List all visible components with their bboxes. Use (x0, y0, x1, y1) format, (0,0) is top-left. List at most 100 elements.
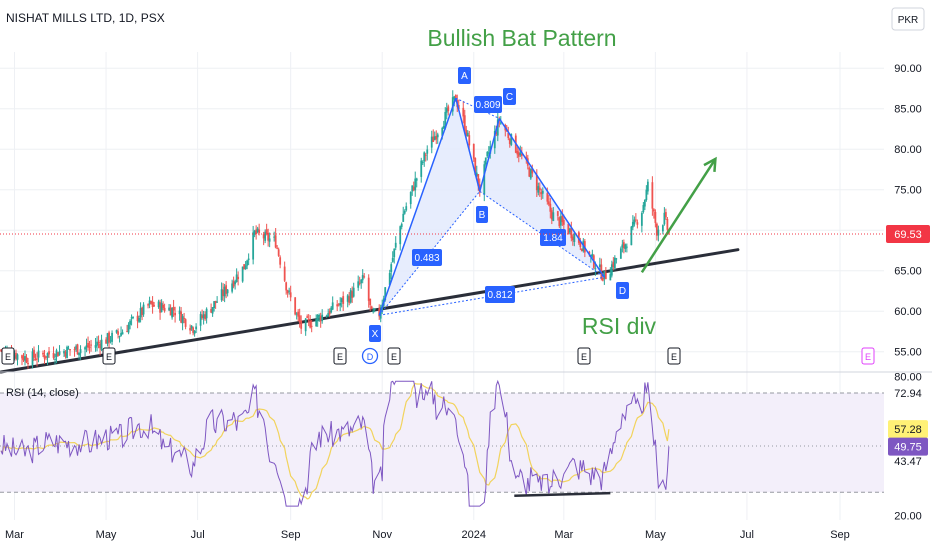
candle (222, 283, 225, 301)
candle (199, 311, 202, 332)
rsi-divergence-line[interactable] (514, 491, 611, 497)
ratio-label-xa-ab[interactable]: 0.809 (474, 96, 502, 113)
candle (79, 345, 82, 360)
candle (508, 137, 511, 148)
candle (358, 276, 361, 286)
earnings-marker-2[interactable]: E (102, 347, 116, 365)
ratio-line-xb[interactable] (378, 191, 481, 316)
earnings-marker-4[interactable]: E (387, 347, 401, 365)
svg-text:E: E (5, 352, 11, 362)
rsi-pane (0, 379, 884, 507)
ratio-label-xb[interactable]: 0.483 (412, 249, 442, 266)
rsi-axis[interactable]: 20.00 43.47 80.00 72.94 57.28 49.75 (888, 372, 928, 523)
currency-button[interactable]: PKR (891, 7, 925, 31)
candle (571, 234, 574, 246)
candle (486, 150, 489, 159)
candle (561, 209, 564, 226)
candle (537, 182, 540, 196)
point-label-a[interactable]: A (458, 67, 471, 84)
point-label-c[interactable]: C (503, 88, 516, 105)
candle (285, 281, 288, 295)
arrow-shaft[interactable] (640, 158, 717, 274)
candle (609, 267, 612, 281)
candle (661, 224, 664, 235)
leg-cd[interactable] (498, 118, 605, 278)
candle (538, 182, 541, 197)
ratio-line-bd[interactable] (479, 190, 605, 278)
candle (84, 346, 86, 357)
candle (118, 335, 121, 343)
candle (409, 191, 412, 209)
candle (351, 286, 354, 303)
candle (106, 332, 109, 347)
earnings-marker-upcoming[interactable]: E (861, 347, 875, 365)
point-label-b[interactable]: B (476, 206, 488, 223)
candle (138, 315, 140, 324)
candle (181, 313, 184, 331)
point-label-d[interactable]: D (616, 282, 629, 299)
projection-arrow[interactable] (640, 156, 717, 274)
svg-text:D: D (619, 286, 626, 297)
candle (325, 314, 328, 318)
candle (654, 209, 657, 228)
candle (447, 104, 450, 116)
candle (267, 228, 270, 247)
dividend-marker[interactable]: D (361, 347, 379, 365)
candle (361, 269, 364, 284)
svg-text:X: X (372, 329, 379, 340)
candle (142, 302, 145, 317)
candle (645, 185, 648, 202)
currency-label: PKR (898, 15, 919, 26)
candle (190, 325, 193, 331)
leg-bc[interactable] (479, 118, 501, 192)
svg-text:E: E (671, 352, 677, 362)
candle (289, 285, 292, 302)
candle (268, 232, 271, 248)
candle (646, 179, 649, 195)
candle (421, 160, 424, 166)
ratio-label-xd[interactable]: 0.812 (485, 286, 515, 303)
candle (651, 176, 654, 216)
candle (462, 101, 465, 124)
earnings-marker-3[interactable]: E (333, 347, 347, 365)
candle (66, 345, 68, 359)
svg-text:E: E (391, 352, 397, 362)
candle (195, 323, 198, 334)
candle (336, 300, 339, 312)
time-axis[interactable]: Mar May Jul Sep Nov 2024 Mar May Jul Sep (5, 529, 850, 541)
candle (69, 349, 71, 356)
earnings-marker-1[interactable]: E (1, 347, 15, 365)
arrow-head[interactable] (703, 156, 717, 172)
earnings-marker-5[interactable]: E (577, 347, 591, 365)
svg-text:E: E (106, 352, 112, 362)
earnings-marker-6[interactable]: E (667, 347, 681, 365)
candle (304, 317, 307, 336)
candle (415, 177, 418, 188)
candle (160, 299, 163, 313)
candle (211, 307, 214, 317)
candle (45, 356, 47, 361)
leg-xa[interactable] (378, 97, 457, 316)
svg-text:E: E (865, 352, 871, 362)
point-label-x[interactable]: X (369, 325, 381, 342)
candle (657, 225, 660, 242)
leg-ab[interactable] (455, 97, 481, 192)
candle (621, 239, 624, 253)
time-tick-label: Nov (372, 529, 392, 541)
time-tick-label: Mar (554, 529, 573, 541)
pattern-lines[interactable] (378, 97, 605, 316)
ratio-label-bc-cd[interactable]: 1.84 (540, 229, 566, 246)
candle (298, 308, 301, 328)
candle (352, 282, 355, 298)
candle (258, 223, 261, 236)
candle (264, 229, 267, 244)
candle (559, 211, 562, 231)
price-axis[interactable]: 55.0060.0065.0070.0075.0080.0085.0090.00… (0, 63, 930, 359)
candle (663, 207, 666, 226)
candle (286, 289, 289, 298)
candle (189, 324, 192, 335)
candle (24, 350, 26, 366)
candle (370, 305, 373, 310)
candle (277, 247, 280, 257)
